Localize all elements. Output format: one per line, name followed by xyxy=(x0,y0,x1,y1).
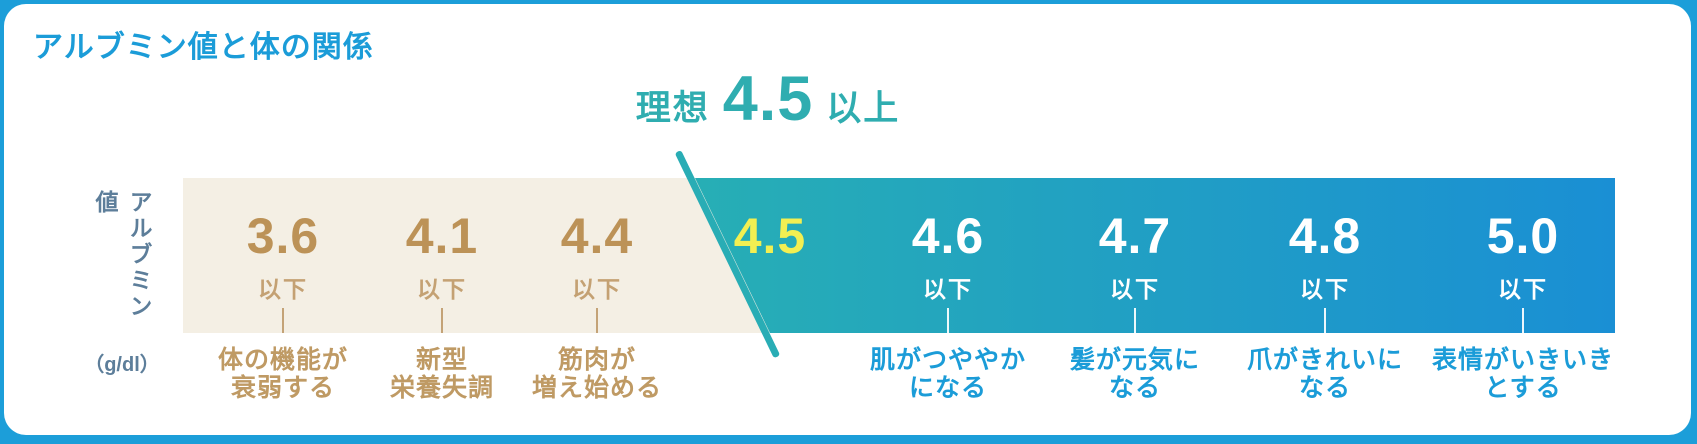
effect-description-line: なる xyxy=(1108,374,1161,402)
bar-column-4.6: 4.6 以下 xyxy=(853,178,1043,333)
bar-qualifier: 以下 xyxy=(417,276,467,302)
bar-qualifier: 以下 xyxy=(1498,276,1548,302)
ideal-callout: 理想 4.5 以上 xyxy=(636,68,901,131)
effect-description-line: 衰弱する xyxy=(230,374,335,402)
tick-mark xyxy=(1134,308,1136,333)
tick-mark xyxy=(947,308,949,333)
bar-value: 3.6 xyxy=(246,208,320,264)
ideal-zone-background xyxy=(695,178,1615,333)
descriptions-row: 体の機能が 衰弱する 新型 栄養失調 筋肉が 増え始める 肌がつややか になる 髪が元気に なる爪… xyxy=(183,346,1615,416)
effect-description-line: 増え始める xyxy=(531,374,662,402)
y-axis-unit: （g/dl） xyxy=(84,354,160,376)
effect-description-line: なる xyxy=(1298,374,1351,402)
y-axis-label: アルブミン値 xyxy=(92,190,152,320)
tick-mark xyxy=(1522,308,1524,333)
bar-column-4.5: 4.5 xyxy=(675,178,865,333)
effect-description-line: 体の機能が xyxy=(217,346,348,374)
bar-column-4.8: 4.8 以下 xyxy=(1230,178,1420,333)
effect-description-line: 髪が元気に xyxy=(1069,346,1200,374)
bar-qualifier: 以下 xyxy=(1300,276,1350,302)
albumin-scale-bar: 3.6 以下 4.1 以下 4.4 以下 4.5 4.6 以下 4.7 以下 4.8 以下 5.0 以下 xyxy=(183,178,1615,333)
bar-column-5.0: 5.0 以下 xyxy=(1428,178,1618,333)
effect-description-line: 肌がつややか xyxy=(869,346,1026,374)
infographic-card: アルブミン値と体の関係 理想 4.5 以上 アルブミン値 （g/dl） 3.6 以… xyxy=(4,4,1691,435)
ideal-value: 4.5 xyxy=(722,64,814,134)
effect-description-line: とする xyxy=(1484,374,1562,402)
bar-qualifier: 以下 xyxy=(1110,276,1160,302)
ideal-suffix: 以上 xyxy=(826,89,901,128)
bar-column-4.4: 4.4 以下 xyxy=(502,178,692,333)
effect-description-line: 爪がきれいに xyxy=(1246,346,1403,374)
bar-value: 4.1 xyxy=(405,208,479,264)
effect-description: 表情がいきいき とする xyxy=(1398,346,1648,402)
ideal-prefix: 理想 xyxy=(635,89,710,128)
page-title: アルブミン値と体の関係 xyxy=(33,31,374,64)
effect-description: 髪が元気に なる xyxy=(1010,346,1260,402)
effect-description-line: になる xyxy=(908,374,987,402)
bar-column-4.7: 4.7 以下 xyxy=(1040,178,1230,333)
effect-description-line: 筋肉が xyxy=(557,346,636,374)
tick-mark xyxy=(596,308,598,333)
effect-description: 肌がつややか になる xyxy=(823,346,1073,402)
bar-value: 4.7 xyxy=(1098,208,1172,264)
bar-value: 4.6 xyxy=(911,208,985,264)
bar-column-4.1: 4.1 以下 xyxy=(347,178,537,333)
effect-description: 新型 栄養失調 xyxy=(317,346,567,402)
bar-qualifier: 以下 xyxy=(923,276,973,302)
effect-description-line: 新型 xyxy=(415,346,468,374)
effect-description: 体の機能が 衰弱する xyxy=(158,346,408,402)
effect-description-line: 表情がいきいき xyxy=(1431,346,1614,374)
effect-description: 爪がきれいに なる xyxy=(1200,346,1450,402)
tick-mark xyxy=(441,308,443,333)
bar-qualifier: 以下 xyxy=(258,276,308,302)
tick-mark xyxy=(1324,308,1326,333)
bar-value: 4.5 xyxy=(733,208,807,264)
effect-description-line: 栄養失調 xyxy=(389,374,494,402)
bar-value: 5.0 xyxy=(1486,208,1560,264)
y-axis-label-group: アルブミン値 （g/dl） xyxy=(64,190,180,377)
bar-column-3.6: 3.6 以下 xyxy=(188,178,378,333)
tick-mark xyxy=(282,308,284,333)
bar-value: 4.8 xyxy=(1288,208,1362,264)
effect-description: 筋肉が 増え始める xyxy=(472,346,722,402)
bar-qualifier: 以下 xyxy=(572,276,622,302)
bar-value: 4.4 xyxy=(560,208,634,264)
